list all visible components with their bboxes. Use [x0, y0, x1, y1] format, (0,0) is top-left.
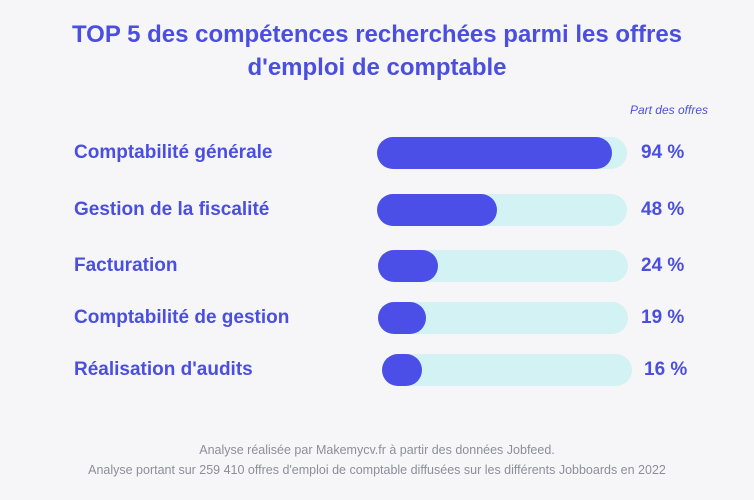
- bar-label: Comptabilité générale: [74, 142, 273, 163]
- chart-title: TOP 5 des compétences recherchées parmi …: [0, 18, 754, 84]
- bar-track: [377, 137, 627, 169]
- bar: [377, 137, 612, 169]
- bar-value-label: 24 %: [641, 255, 685, 276]
- bar-value-label: 16 %: [644, 359, 688, 380]
- footer-note: Analyse portant sur 259 410 offres d'emp…: [88, 463, 666, 477]
- bar-track: [378, 250, 628, 282]
- bar-label: Réalisation d'audits: [74, 359, 253, 380]
- bar-label: Comptabilité de gestion: [74, 307, 290, 328]
- chart-title-line-1: TOP 5 des compétences recherchées parmi …: [71, 21, 683, 48]
- bar-track: [382, 354, 632, 386]
- bar-label: Facturation: [74, 255, 178, 276]
- bar-track: [377, 194, 627, 226]
- chart-title-line-2: d'emploi de comptable: [247, 54, 507, 81]
- bar-row: Comptabilité de gestion 19 %: [0, 298, 754, 338]
- bar-label: Gestion de la fiscalité: [74, 199, 270, 220]
- bar: [377, 194, 497, 226]
- footer-source: Analyse réalisée par Makemycv.fr à parti…: [199, 443, 555, 457]
- bar-row: Facturation 24 %: [0, 246, 754, 286]
- bar-value-label: 94 %: [641, 142, 685, 163]
- bar-track: [378, 302, 628, 334]
- bar: [382, 354, 422, 386]
- bar-value-label: 19 %: [641, 307, 685, 328]
- bar-row: Réalisation d'audits 16 %: [0, 350, 754, 390]
- bar-row: Gestion de la fiscalité 48 %: [0, 190, 754, 230]
- bar-row: Comptabilité générale 94 %: [0, 133, 754, 173]
- bar-value-label: 48 %: [641, 199, 685, 220]
- bar: [378, 302, 426, 334]
- value-column-header: Part des offres: [629, 103, 708, 117]
- bar: [378, 250, 438, 282]
